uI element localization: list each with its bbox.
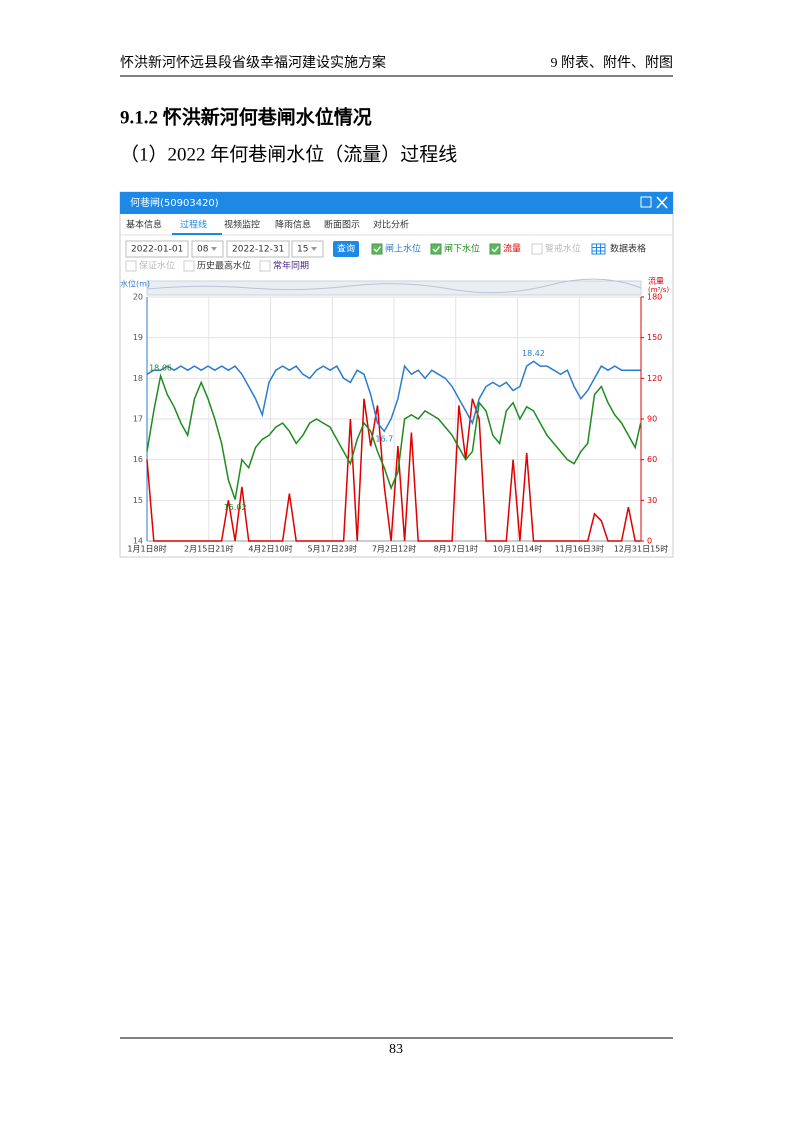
check-mark [373, 246, 382, 253]
tab[interactable]: 对比分析 [373, 219, 409, 231]
check-mark [432, 246, 441, 253]
checkbox-label: 闸上水位 [385, 243, 421, 255]
query-label: 查询 [337, 243, 355, 255]
y-tick-label: 15 [133, 496, 143, 505]
tab[interactable]: 视频监控 [224, 219, 260, 231]
checkbox[interactable] [183, 260, 195, 272]
y2-tick-label: 60 [647, 455, 657, 464]
tabs: 基本信息 过程线 视频监控 降雨信息 断面图示 对比分析 [126, 219, 409, 235]
window-title: 何巷闸(50903420) [130, 196, 219, 209]
tab[interactable]: 断面图示 [324, 219, 360, 231]
y2-tick-label: 120 [647, 374, 662, 383]
chart: 水位(m) 流量(m³/s) 14 15 16 17 18 19 20 0 30 60 90 120 150… [120, 276, 669, 554]
checkbox[interactable] [531, 243, 543, 255]
input[interactable] [125, 240, 189, 258]
y-tick-label: 18 [133, 374, 143, 383]
x-tick-label: 1月1日8时 [127, 544, 166, 554]
table-button[interactable]: 数据表格 [610, 243, 646, 255]
y-tick-label: 20 [133, 293, 143, 302]
input-value: 08 [197, 245, 209, 255]
checkbox-label: 闸下水位 [444, 243, 480, 255]
controls: 2022-01-01 08 2022-12-31 15 查询 闸上水位 闸下水位 流量 警戒水位… [125, 240, 646, 272]
x-tick-label: 5月17日23时 [308, 544, 357, 554]
header-title: 怀洪新河怀远县段省级幸福河建设实施方案 [120, 54, 386, 71]
query-button[interactable] [333, 241, 359, 257]
y2-tick-label: 90 [647, 415, 657, 424]
checkbox-label: 流量 [503, 243, 521, 255]
series-line [146, 373, 642, 500]
dropdown-arrow [311, 247, 317, 251]
y2-tick-label: 150 [647, 333, 662, 342]
extreme-label: 18.42 [522, 349, 545, 358]
input[interactable] [226, 240, 290, 258]
y-tick-label: 17 [133, 415, 143, 424]
x-tick-label: 10月1日14时 [493, 544, 542, 554]
extreme-label: 18.06 [149, 363, 172, 372]
checkbox[interactable] [371, 243, 383, 255]
checkbox-label: 警戒水位 [545, 243, 581, 255]
tab[interactable]: 降雨信息 [275, 219, 311, 231]
maximize-icon[interactable] [640, 196, 652, 208]
page-number: 83 [389, 1042, 403, 1057]
input-value: 2022-01-01 [131, 245, 183, 255]
x-tick-label: 7月2日12时 [372, 544, 416, 554]
y-tick-label: 19 [133, 333, 143, 342]
tab[interactable]: 基本信息 [126, 219, 162, 231]
extreme-label: 15.02 [224, 503, 247, 512]
checkbox-label: 常年同期 [273, 260, 309, 272]
x-tick-label: 2月15日21时 [184, 544, 233, 554]
header-chapter: 9 附表、附件、附图 [551, 55, 674, 71]
checkbox-label: 历史最高水位 [197, 260, 251, 272]
input[interactable] [191, 240, 224, 258]
x-tick-label: 12月31日15时 [614, 544, 669, 554]
y-axis-label: 水位(m) [120, 279, 150, 289]
input-value: 2022-12-31 [232, 245, 284, 255]
tab[interactable]: 过程线 [180, 219, 207, 231]
title-bar [120, 192, 673, 214]
dropdown-arrow [211, 247, 217, 251]
y-tick-label: 16 [133, 455, 143, 464]
slider-preview [146, 278, 642, 294]
caption: （1）2022 年何巷闸水位（流量）过程线 [120, 143, 457, 165]
section-title: 9.1.2 怀洪新河何巷闸水位情况 [120, 105, 372, 128]
range-slider[interactable] [146, 280, 642, 296]
checkbox[interactable] [259, 260, 271, 272]
x-tick-label: 8月17日1时 [434, 544, 478, 554]
table-icon-grid [592, 244, 605, 254]
checkbox-label: 保证水位 [139, 260, 175, 272]
y2-tick-label: 30 [647, 496, 657, 505]
input-value: 15 [297, 245, 308, 255]
checkbox[interactable] [125, 260, 137, 272]
checkbox[interactable] [489, 243, 501, 255]
x-tick-label: 4月2日10时 [248, 544, 292, 554]
table-icon [591, 243, 606, 255]
close-icon[interactable] [656, 196, 668, 209]
extreme-label: 16.7 [375, 435, 393, 444]
y-tick-label: 14 [133, 537, 143, 546]
y2-tick-label: 180 [647, 293, 662, 302]
x-tick-label: 11月16日3时 [555, 544, 604, 554]
checkbox[interactable] [430, 243, 442, 255]
y2-axis-unit: (m³/s) [648, 286, 669, 294]
input[interactable] [291, 240, 324, 258]
series-line [146, 398, 641, 542]
series-line [146, 360, 641, 433]
y2-tick-label: 0 [647, 537, 652, 546]
y2-axis-label: 流量 [648, 276, 664, 286]
check-mark [491, 246, 500, 253]
